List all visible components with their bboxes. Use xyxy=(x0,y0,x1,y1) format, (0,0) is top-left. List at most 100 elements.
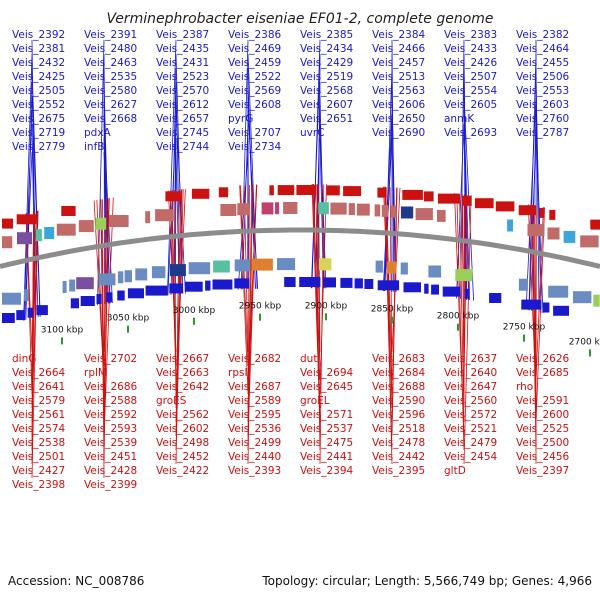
top-gene-label: Veis_2553 xyxy=(516,85,569,97)
top-gene-label: Veis_2563 xyxy=(372,85,425,97)
top-gene-label: Veis_2431 xyxy=(156,57,209,69)
top-annotation-block xyxy=(251,258,273,271)
accession-text: Accession: NC_008786 xyxy=(8,574,145,588)
bottom-gene-label: Veis_2596 xyxy=(372,409,426,421)
bottom-gene-label: Veis_2441 xyxy=(300,451,353,463)
bottom-gene-label: Veis_2682 xyxy=(228,353,281,365)
top-annotation-block xyxy=(76,277,94,290)
bottom-annotation-block xyxy=(17,232,33,245)
top-gene-label: Veis_2657 xyxy=(156,113,209,125)
bottom-gene-label: Veis_2560 xyxy=(444,395,497,407)
bottom-gene-label: Veis_2536 xyxy=(228,423,282,435)
top-gene-label: Veis_2779 xyxy=(12,141,65,153)
label-connector xyxy=(174,190,177,409)
bottom-gene-label: Veis_2645 xyxy=(300,381,353,393)
bottom-gene-label: Veis_2539 xyxy=(84,437,137,449)
label-connector xyxy=(31,137,39,318)
bottom-annotation-block xyxy=(390,205,397,218)
top-gene-label: Veis_2392 xyxy=(12,29,65,41)
top-annotation-block xyxy=(62,281,67,293)
label-connector xyxy=(382,109,393,291)
bottom-annotation-block xyxy=(547,227,560,240)
top-gene-label: Veis_2386 xyxy=(228,29,282,41)
bottom-annotation-block xyxy=(356,203,370,216)
label-connector xyxy=(31,210,39,479)
top-gene-label: Veis_2568 xyxy=(300,85,353,97)
label-connector xyxy=(525,95,537,310)
bottom-feature-block xyxy=(2,218,13,229)
bottom-gene-label: Veis_2590 xyxy=(372,395,425,407)
bottom-gene-label: Veis_2561 xyxy=(12,409,65,421)
bottom-annotation-block xyxy=(44,227,55,239)
bottom-gene-label: groEL xyxy=(300,395,330,407)
figure-title: Verminephrobacter eiseniae EF01-2, compl… xyxy=(106,11,493,27)
top-feature-block xyxy=(299,277,321,287)
bottom-gene-label: Veis_2454 xyxy=(444,451,498,463)
bottom-gene-label: Veis_2595 xyxy=(228,409,281,421)
top-feature-block xyxy=(169,283,184,294)
top-feature-block xyxy=(2,313,15,323)
top-gene-label: Veis_2668 xyxy=(84,113,137,125)
bottom-feature-block xyxy=(191,188,210,199)
top-feature-block xyxy=(234,278,250,289)
bottom-gene-label: Veis_2475 xyxy=(300,437,353,449)
top-feature-block xyxy=(27,307,34,318)
bottom-annotation-block xyxy=(261,202,274,215)
top-gene-label: Veis_2787 xyxy=(516,127,569,139)
bottom-annotation-block xyxy=(95,217,107,230)
bottom-gene-label: Veis_2702 xyxy=(84,353,137,365)
top-feature-block xyxy=(16,310,25,321)
top-feature-block xyxy=(464,288,469,299)
top-strand-labels: Veis_2392 Veis_2391 Veis_2387 Veis_2386 Veis… xyxy=(12,29,570,153)
bottom-feature-block xyxy=(16,214,37,225)
bottom-gene-label: Veis_2562 xyxy=(156,409,209,421)
top-annotation-block xyxy=(98,273,116,286)
bottom-gene-label: Veis_2685 xyxy=(516,367,569,379)
kbp-ticks: 3100 kbp 3050 kbp 3000 kbp 2950 kbp 2900 kbp… xyxy=(41,301,600,357)
kbp-tick-label: 3050 kbp xyxy=(107,314,150,324)
top-annotation-block xyxy=(428,265,442,278)
kbp-tick-label: 2800 kbp xyxy=(437,312,480,322)
label-connector xyxy=(175,189,180,437)
bottom-gene-label: dinG xyxy=(12,353,36,365)
bottom-gene-label: Veis_2684 xyxy=(372,367,426,379)
top-feature-block xyxy=(489,293,502,303)
top-gene-label: Veis_2608 xyxy=(228,99,281,111)
kbp-tick-label: 2700 kbp xyxy=(569,337,600,347)
bottom-gene-label: Veis_2428 xyxy=(84,465,137,477)
bottom-annotation-block xyxy=(527,224,545,237)
bottom-gene-label: Veis_2500 xyxy=(516,437,569,449)
bottom-gene-label: Veis_2442 xyxy=(372,451,425,463)
bottom-feature-block xyxy=(61,206,76,216)
kbp-tick-label: 3100 kbp xyxy=(41,325,84,335)
bottom-gene-label: Veis_2640 xyxy=(444,367,497,379)
top-gene-label: Veis_2744 xyxy=(156,141,210,153)
top-feature-block xyxy=(364,279,374,289)
bottom-gene-label: Veis_2440 xyxy=(228,451,281,463)
bottom-gene-label: Veis_2518 xyxy=(372,423,425,435)
bottom-gene-label: groES xyxy=(156,395,187,407)
bottom-gene-label: Veis_2579 xyxy=(12,395,65,407)
top-feature-block xyxy=(521,299,542,310)
top-gene-label: Veis_2612 xyxy=(156,99,209,111)
top-feature-block xyxy=(323,277,336,288)
top-gene-label: Veis_2719 xyxy=(12,127,65,139)
bottom-gene-label: Veis_2574 xyxy=(12,423,66,435)
bottom-feature-block xyxy=(423,191,434,202)
top-feature-block xyxy=(340,277,353,288)
top-annotation-block xyxy=(151,266,166,279)
bottom-feature-block xyxy=(549,209,556,220)
bottom-gene-label: Veis_2602 xyxy=(156,423,209,435)
label-connector xyxy=(31,211,36,465)
top-feature-block xyxy=(36,305,48,316)
top-gene-label: Veis_2425 xyxy=(12,71,65,83)
top-gene-label: Veis_2734 xyxy=(228,141,282,153)
top-feature-block xyxy=(117,290,125,301)
top-gene-label: Veis_2426 xyxy=(444,57,498,69)
bottom-gene-label: Veis_2588 xyxy=(84,395,137,407)
bottom-gene-label: Veis_2642 xyxy=(156,381,209,393)
bottom-feature-block xyxy=(277,185,295,196)
top-annotation-block xyxy=(277,258,296,271)
top-gene-label: Veis_2457 xyxy=(372,57,425,69)
bottom-gene-label: Veis_2637 xyxy=(444,353,497,365)
